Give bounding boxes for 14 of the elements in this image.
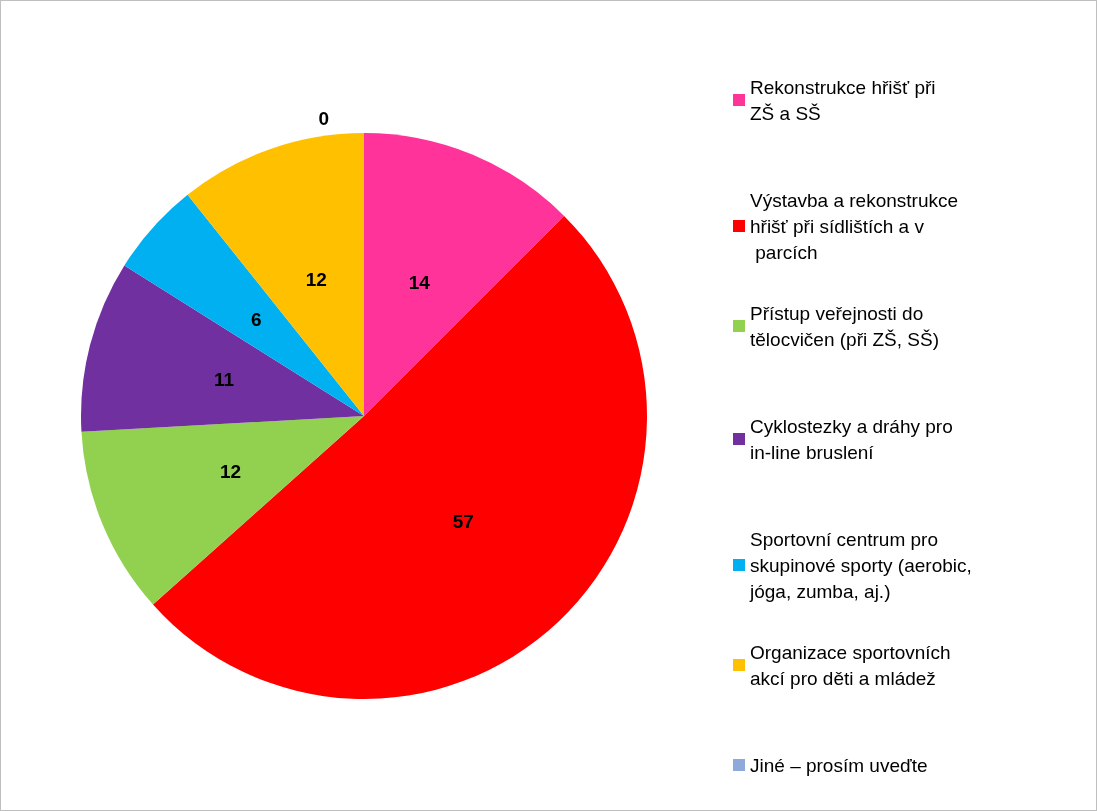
data-label: 11: [214, 369, 235, 391]
legend-label: Cyklostezky a dráhy pro in-line bruslení: [750, 415, 959, 463]
data-label: 14: [408, 272, 431, 293]
legend-label: Sportovní centrum pro skupinové sporty (aerobic, jóga, zumba, aj.): [749, 528, 978, 602]
legend-label: Jiné – prosím uveďte: [750, 754, 928, 776]
data-label: 6: [250, 309, 262, 331]
text: 0: [318, 107, 329, 129]
data-label: 12: [305, 269, 327, 291]
legend-label: Rekonstrukce hřišť při ZŠ a SŠ: [750, 76, 941, 124]
legend-label: Přístup veřejnosti do tělocvičen (při ZŠ, SŠ): [750, 302, 939, 350]
legend-label: Organizace sportovních akcí pro děti a mládež: [750, 641, 956, 689]
legend-label: Výstavba a rekonstrukce hřišť při sídlištích a v parcích: [750, 189, 964, 263]
data-label: 12: [219, 460, 242, 482]
data-label: 57: [452, 510, 474, 532]
